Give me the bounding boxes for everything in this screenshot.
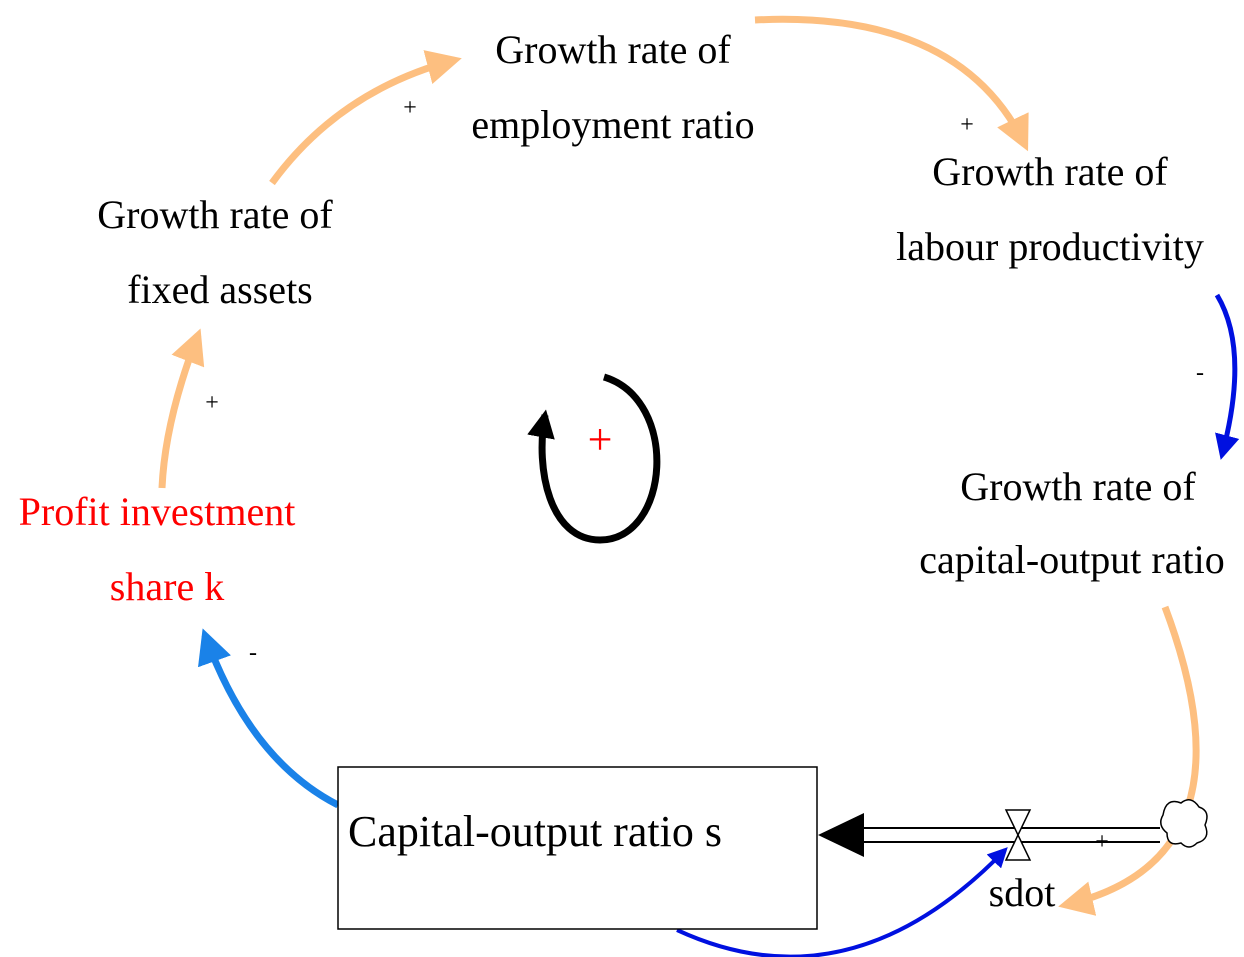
link-arrow — [198, 628, 340, 809]
flow-label: sdot — [989, 870, 1056, 915]
polarity: + — [205, 390, 219, 416]
node-label: Growth rate of — [495, 27, 731, 72]
link-arrow — [158, 328, 205, 489]
node-label: Growth rate of — [97, 192, 333, 237]
node-label: labour productivity — [896, 224, 1204, 269]
node-label: capital-output ratio — [919, 537, 1224, 582]
link-arrow — [754, 15, 1029, 152]
cloud — [1160, 799, 1208, 848]
link-arrow — [269, 50, 462, 186]
node-label: Profit investment — [19, 489, 296, 534]
polarity: + — [1095, 829, 1109, 855]
polarity: - — [249, 640, 257, 666]
flow-arrowhead — [818, 813, 864, 857]
node-label: Growth rate of — [960, 464, 1196, 509]
loop-polarity: + — [588, 415, 613, 464]
valve — [1004, 809, 1032, 861]
node-label: employment ratio — [471, 102, 754, 147]
node-label: Growth rate of — [932, 149, 1168, 194]
stock-label: Capital-output ratio s — [348, 807, 722, 856]
polarity: - — [1196, 360, 1204, 386]
polarity: + — [960, 112, 974, 138]
polarity: + — [403, 95, 417, 121]
link-arrow — [676, 847, 1008, 957]
link-arrow — [1058, 605, 1200, 916]
node-label: fixed assets — [127, 267, 313, 312]
stock-box — [337, 766, 818, 930]
loop-arrow — [527, 373, 661, 544]
link-arrow — [1214, 293, 1240, 460]
node-label: share k — [110, 564, 224, 609]
